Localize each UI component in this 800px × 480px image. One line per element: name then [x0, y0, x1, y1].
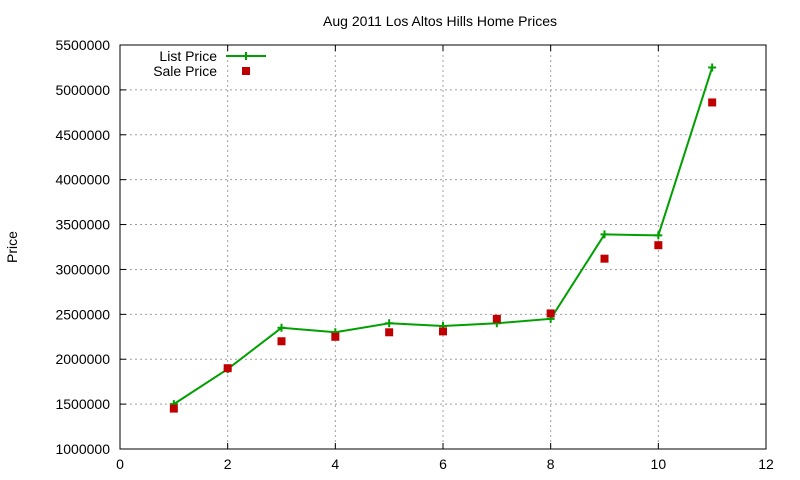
x-tick-label: 6: [439, 456, 447, 472]
sale-price-point: [546, 309, 555, 318]
sale-price-point: [600, 254, 609, 263]
list-price-point: [654, 231, 663, 240]
axis-ticks: 0 2 4 6 8 10 12 1000000 1500000 2000000 2500000 300…: [55, 37, 774, 472]
sale-price-point: [654, 241, 663, 250]
y-axis-label: Price: [4, 231, 20, 263]
y-tick-label: 2500000: [55, 306, 110, 322]
x-tick-label: 12: [758, 456, 774, 472]
list-price-point: [600, 230, 609, 239]
series-layer: [169, 63, 717, 413]
sale-price-point: [277, 337, 286, 346]
legend-marker-list-price: [242, 52, 250, 60]
x-tick-label: 8: [547, 456, 555, 472]
chart-title: Aug 2011 Los Altos Hills Home Prices: [323, 13, 557, 29]
y-tick-label: 5000000: [55, 82, 110, 98]
x-tick-label: 10: [651, 456, 667, 472]
plot-frame: [119, 44, 767, 450]
y-tick-label: 4500000: [55, 127, 110, 143]
x-tick-label: 2: [224, 456, 232, 472]
x-tick-label: 0: [116, 456, 124, 472]
sale-price-point: [708, 98, 717, 107]
legend-marker-sale-price: [242, 67, 250, 75]
sale-price-point: [385, 328, 394, 337]
sale-price-point: [223, 364, 232, 373]
legend-label-sale-price: Sale Price: [153, 63, 217, 79]
list-price-point: [708, 63, 717, 72]
y-tick-label: 2000000: [55, 351, 110, 367]
list-price-point: [385, 319, 394, 328]
y-tick-label: 5500000: [55, 37, 110, 53]
legend-label-list-price: List Price: [159, 48, 217, 64]
sale-price-point: [439, 327, 447, 336]
y-tick-label: 3500000: [55, 217, 110, 233]
sale-price-point: [169, 404, 178, 413]
y-tick-label: 3000000: [55, 261, 110, 277]
y-tick-label: 1500000: [55, 396, 110, 412]
sale-price-point: [331, 332, 340, 341]
grid: [120, 45, 766, 449]
x-tick-label: 4: [331, 456, 339, 472]
y-tick-label: 4000000: [55, 172, 110, 188]
sale-price-point: [492, 314, 501, 323]
y-tick-label: 1000000: [55, 441, 110, 457]
list-price-point: [277, 323, 286, 332]
